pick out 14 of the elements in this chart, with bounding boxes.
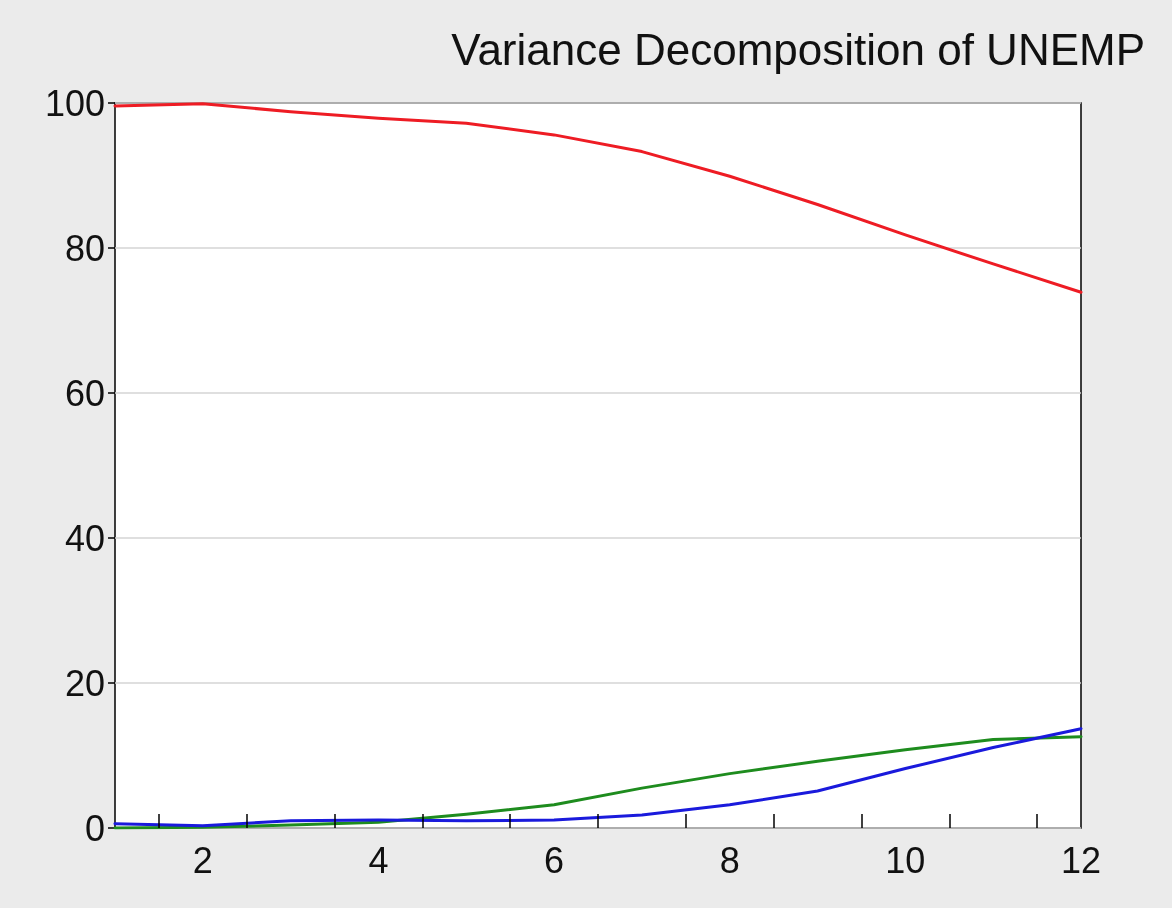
chart-title: Variance Decomposition of UNEMP	[451, 24, 1145, 74]
line-series	[113, 102, 1083, 294]
y-tick-label: 100	[44, 82, 105, 124]
x-tick-label: 8	[719, 839, 740, 881]
x-tick-label: 10	[885, 839, 926, 881]
y-tick-label: 60	[64, 372, 105, 414]
y-tick-label: 40	[64, 517, 105, 559]
y-tick-label: 20	[64, 662, 105, 704]
y-tick-label: 0	[84, 807, 105, 849]
x-tick-label: 6	[544, 839, 565, 881]
x-tick-label: 2	[192, 839, 213, 881]
x-tick-label: 4	[368, 839, 389, 881]
y-tick-label: 80	[64, 227, 105, 269]
x-tick-label: 12	[1060, 839, 1102, 881]
